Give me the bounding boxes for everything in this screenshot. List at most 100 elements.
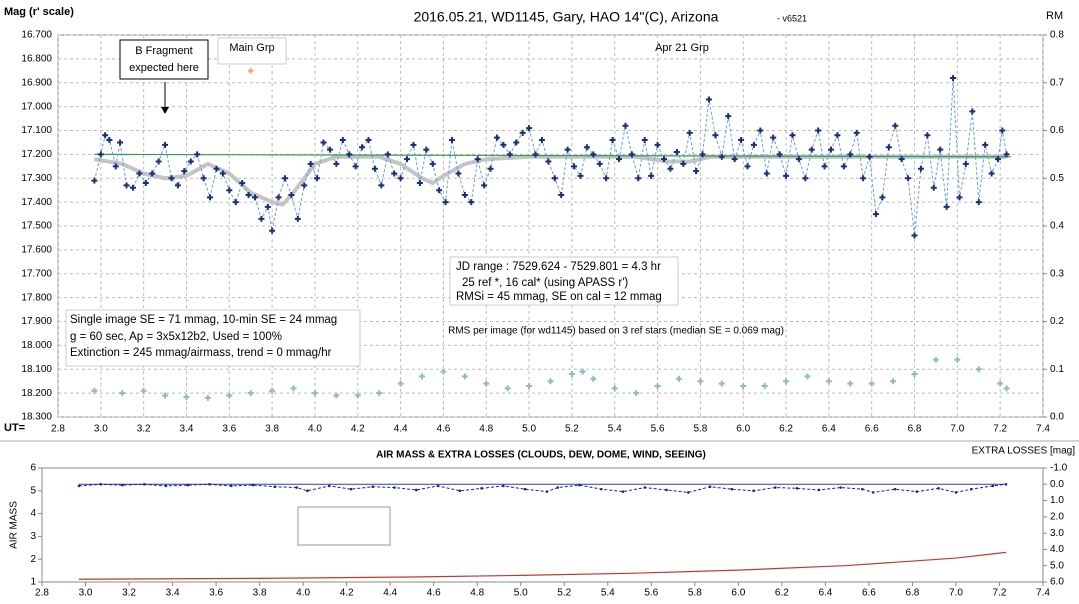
x-tick-label: 5.6 [644, 588, 658, 599]
point [487, 165, 494, 172]
point [1004, 482, 1008, 486]
point [699, 151, 706, 158]
chart-title: AIR MASS & EXTRA LOSSES (CLOUDS, DEW, DO… [376, 450, 706, 461]
point [892, 122, 899, 129]
point [91, 177, 98, 184]
point [204, 394, 211, 401]
point [538, 137, 545, 144]
point [301, 182, 308, 189]
point [187, 158, 194, 165]
point [480, 487, 483, 490]
point [404, 156, 411, 163]
x-tick-label: 3.4 [166, 588, 180, 599]
point [872, 211, 879, 218]
point [112, 163, 119, 170]
y2-axis-label: EXTRA LOSSES [mag] [972, 446, 1076, 457]
point [423, 146, 430, 153]
point [783, 172, 790, 179]
point [354, 392, 361, 399]
point [532, 151, 539, 158]
point [481, 182, 488, 189]
x-tick-label: 3.2 [137, 424, 151, 435]
point [718, 153, 725, 160]
x-tick-label: 6.4 [822, 424, 836, 435]
point [693, 168, 700, 175]
y-tick-label: 3 [30, 531, 36, 542]
y-tick-label: 17.500 [21, 221, 52, 232]
point [825, 378, 832, 385]
point [99, 482, 103, 486]
point [290, 385, 297, 392]
point [738, 137, 745, 144]
point [804, 373, 811, 380]
point [102, 132, 109, 139]
annotation-box [119, 39, 209, 80]
point [752, 489, 755, 493]
point [442, 199, 449, 206]
point [643, 486, 647, 489]
y-tick-label: 16.700 [21, 30, 52, 41]
point [725, 113, 732, 120]
point [635, 175, 642, 182]
point [564, 146, 571, 153]
annotation: Main Grp [229, 42, 274, 54]
point [740, 382, 747, 389]
point [633, 390, 640, 397]
y-tick-label: 17.400 [21, 197, 52, 208]
point [821, 163, 828, 170]
point [718, 380, 725, 387]
point [174, 182, 181, 189]
point [162, 141, 169, 148]
point [954, 356, 961, 363]
point [306, 489, 309, 493]
point [142, 180, 149, 187]
y2-tick-label: 0.1 [1050, 364, 1064, 375]
point [705, 96, 712, 103]
point [932, 356, 939, 363]
point [429, 160, 436, 167]
point [273, 485, 277, 489]
point [194, 151, 201, 158]
point [795, 487, 799, 490]
point [578, 483, 581, 487]
y2-tick-label: -1.0 [1050, 463, 1068, 474]
point [609, 137, 616, 144]
x-tick-label: 6.8 [908, 424, 922, 435]
point [519, 129, 526, 136]
series-line [78, 551, 1007, 580]
point [924, 132, 931, 139]
x-tick-label: 4.8 [470, 588, 484, 599]
point [461, 373, 468, 380]
point [384, 151, 391, 158]
arrow-head [161, 107, 169, 114]
point [106, 137, 113, 144]
point [307, 160, 314, 167]
point [776, 151, 783, 158]
x-tick-label: 6.6 [865, 424, 879, 435]
y-tick-label: 5 [30, 485, 36, 496]
y-tick-label: 16.800 [21, 54, 52, 65]
point [757, 127, 764, 134]
point [207, 194, 214, 201]
point [997, 380, 1004, 387]
info-text: 25 ref *, 16 cal* (using APASS r') [462, 277, 628, 289]
point [763, 170, 770, 177]
legend [297, 506, 391, 546]
point [181, 168, 188, 175]
y-tick-label: 17.700 [21, 268, 52, 279]
y-tick-label: 17.100 [21, 125, 52, 136]
point [969, 108, 976, 115]
x-tick-label: 5.0 [514, 588, 528, 599]
point [333, 160, 340, 167]
y-tick-label: 17.000 [21, 101, 52, 112]
point [391, 170, 398, 177]
y2-tick-label: 0.8 [1050, 30, 1064, 41]
point [962, 160, 969, 167]
y2-tick-label: 2.0 [1050, 511, 1064, 522]
x-tick-label: 4.0 [308, 424, 322, 435]
point [547, 378, 554, 385]
point [834, 132, 841, 139]
point [226, 392, 233, 399]
x-tick-label: 6.8 [905, 588, 919, 599]
point [506, 151, 513, 158]
